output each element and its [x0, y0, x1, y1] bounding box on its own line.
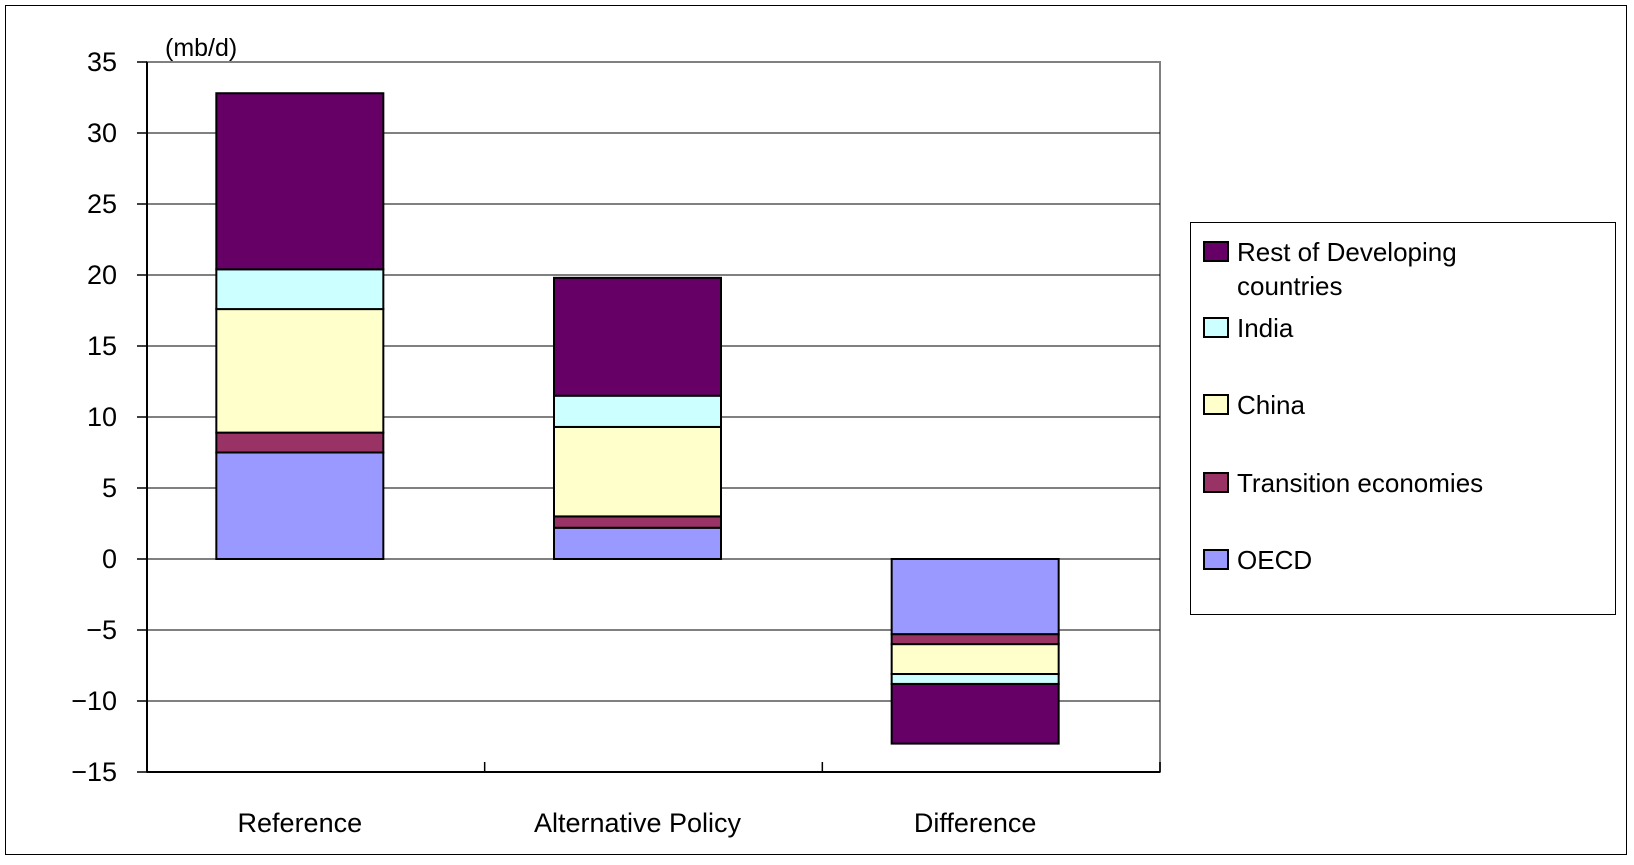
y-tick-label: 10	[87, 402, 117, 432]
bars	[215, 92, 1060, 745]
y-tick-label: 5	[102, 473, 117, 503]
axes: 35 30 25 20 15 10 5 0 −5 −10 −15 Reference Alternati…	[71, 47, 1161, 838]
legend-label: OECD	[1237, 545, 1313, 575]
bar-segment-rest-of-developing-countries	[553, 276, 722, 397]
legend-swatch-india	[1203, 317, 1229, 338]
y-unit-label: (mb/d)	[165, 34, 237, 62]
y-tick-label: 15	[87, 331, 117, 361]
x-category-label: Difference	[914, 808, 1037, 838]
y-tick-label: −10	[71, 686, 117, 716]
y-tick-label: 20	[87, 260, 117, 290]
y-tick-label: 35	[87, 47, 117, 77]
legend-swatch-china	[1203, 394, 1229, 415]
y-tick-label: 0	[102, 544, 117, 574]
legend: Rest of Developing countries India China…	[1190, 222, 1616, 615]
y-tick-label: 25	[87, 189, 117, 219]
y-tick-label: −15	[71, 757, 117, 787]
legend-item-transition-economies: Transition economies	[1203, 466, 1557, 500]
legend-label: Transition economies	[1237, 468, 1484, 498]
bar-segment-rest-of-developing-countries	[890, 682, 1060, 745]
bar-segment-transition-economies	[553, 515, 722, 529]
bar-segment-china	[890, 643, 1060, 676]
x-category-label: Alternative Policy	[534, 808, 742, 838]
x-category-label: Reference	[238, 808, 363, 838]
legend-label: India	[1237, 313, 1294, 343]
y-tick-label: 30	[87, 118, 117, 148]
bar-segment-china	[553, 425, 722, 518]
legend-item-rest-of-developing: Rest of Developing countries	[1203, 235, 1557, 303]
bar-segment-india	[215, 268, 385, 311]
bar-segment-india	[890, 673, 1060, 685]
bar-segment-oecd	[890, 558, 1060, 636]
bar-segment-transition-economies	[215, 431, 385, 454]
y-tick-label: −5	[86, 615, 117, 645]
bar-segment-rest-of-developing-countries	[215, 92, 385, 271]
legend-label: Rest of Developing countries	[1237, 237, 1457, 301]
legend-swatch-transition-economies	[1203, 472, 1229, 493]
bar-segment-china	[215, 308, 385, 434]
legend-item-oecd: OECD	[1203, 543, 1557, 577]
bar-segment-transition-economies	[890, 633, 1060, 646]
bar-segment-oecd	[553, 526, 722, 561]
legend-label: China	[1237, 390, 1305, 420]
bar-segment-oecd	[215, 451, 385, 560]
legend-item-india: India	[1203, 311, 1557, 345]
legend-swatch-oecd	[1203, 549, 1229, 570]
legend-swatch-rest-of-developing	[1203, 241, 1229, 262]
bar-segment-india	[553, 394, 722, 428]
chart-frame	[5, 5, 1627, 855]
legend-item-china: China	[1203, 388, 1557, 422]
